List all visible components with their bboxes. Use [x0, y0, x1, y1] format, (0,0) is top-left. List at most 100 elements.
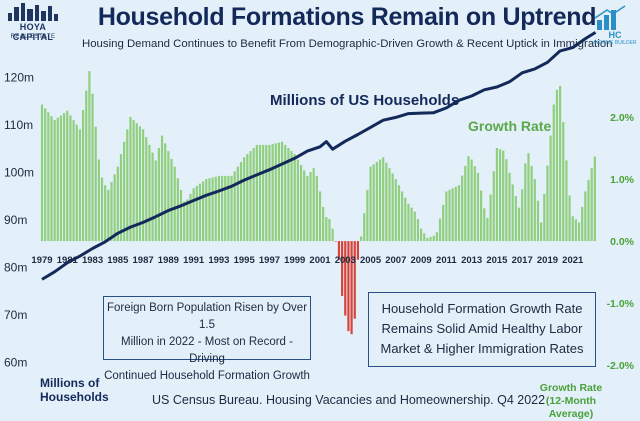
growth-bar — [445, 191, 448, 242]
growth-bar — [299, 165, 303, 242]
growth-bar — [568, 195, 571, 242]
growth-bar-negative — [341, 241, 344, 296]
growth-bar-negative — [356, 241, 360, 260]
growth-bar — [369, 166, 372, 242]
growth-bar — [303, 170, 306, 242]
growth-bar — [363, 213, 366, 242]
growth-bar — [517, 207, 521, 242]
growth-bar — [123, 141, 126, 242]
growth-bar — [404, 197, 407, 242]
growth-bar — [151, 152, 154, 242]
growth-bar — [170, 158, 173, 242]
callout-line: Market & Higher Immigration Rates — [380, 341, 584, 356]
households-series-label: Millions of US Households — [270, 92, 460, 109]
growth-bar — [280, 141, 284, 242]
growth-bar — [277, 142, 281, 242]
growth-bar — [271, 144, 274, 242]
growth-bar — [476, 172, 480, 242]
source-note: US Census Bureau. Housing Vacancies and … — [152, 393, 546, 407]
growth-bar — [100, 177, 104, 242]
households-line-path — [41, 31, 597, 281]
growth-bar — [154, 160, 157, 242]
immigration-callout: Foreign Born Population Risen by Over 1.… — [103, 296, 311, 382]
growth-bar-negative — [347, 241, 350, 332]
growth-bar — [584, 191, 587, 242]
growth-bar — [239, 161, 243, 242]
growth-bar — [268, 144, 271, 242]
growth-bar — [236, 166, 239, 242]
x-tick-label: 2019 — [537, 255, 558, 266]
y-left-tick-label: 70m — [4, 308, 27, 322]
growth-bar — [110, 182, 113, 242]
growth-bar — [59, 115, 63, 242]
growth-bar — [296, 159, 299, 242]
growth-bar — [426, 237, 429, 242]
x-tick-label: 1983 — [82, 255, 103, 266]
growth-bar — [160, 135, 164, 242]
growth-bar — [246, 154, 249, 242]
growth-bar — [198, 183, 202, 242]
x-tick-label: 1985 — [107, 255, 129, 266]
growth-bar — [511, 184, 514, 242]
growth-rate-bars — [40, 71, 596, 335]
growth-bar — [192, 188, 195, 242]
x-tick-label: 2001 — [309, 255, 331, 266]
growth-bar — [457, 185, 461, 242]
growth-bar — [116, 166, 119, 242]
growth-bar — [97, 159, 100, 242]
growth-bar — [385, 162, 388, 242]
x-tick-label: 2007 — [385, 255, 406, 266]
x-tick-label: 1989 — [158, 255, 179, 266]
logo-right-sub: INCOME BUILDER — [593, 40, 637, 46]
growth-bar — [473, 166, 476, 242]
income-builder-logo: HC INCOME BUILDER — [593, 4, 637, 48]
x-tick-label: 2013 — [461, 255, 482, 266]
growth-bar — [372, 164, 375, 242]
x-tick-label: 2015 — [486, 255, 508, 266]
growth-bar — [533, 179, 536, 242]
growth-bar — [287, 147, 290, 242]
growth-bar — [540, 222, 543, 242]
y-right-tick-label: -1.0% — [607, 298, 635, 310]
households-line — [41, 31, 597, 281]
growth-bar — [359, 236, 363, 242]
growth-bar — [47, 112, 50, 242]
growth-bar — [574, 219, 577, 242]
growth-bar — [461, 175, 464, 242]
growth-bar — [467, 156, 470, 242]
growth-bar — [388, 168, 391, 242]
y-axis-left-ticks: 60m 70m 80m 90m 100m 110m 120m — [4, 71, 34, 370]
growth-bar — [157, 147, 160, 242]
growth-bar — [413, 211, 416, 242]
growth-bar — [546, 165, 549, 242]
growth-bar — [44, 108, 47, 242]
x-tick-label: 2009 — [411, 255, 432, 266]
growth-bar — [265, 144, 268, 242]
chart-title: Household Formations Remain on Uptrend — [97, 3, 597, 31]
growth-bar — [451, 188, 454, 242]
growth-bar — [571, 216, 574, 242]
y-axis-left-label: Millions of Households — [40, 376, 109, 404]
growth-bar-negative — [337, 241, 341, 260]
growth-bar — [549, 135, 552, 242]
y-right-tick-label: 1.0% — [610, 174, 635, 186]
chart-subtitle: Housing Demand Continues to Benefit From… — [82, 38, 613, 50]
growth-bar-negative — [344, 241, 347, 316]
y-right-tick-label: 0.0% — [610, 236, 635, 248]
x-tick-label: 2017 — [512, 255, 533, 266]
growth-bar — [587, 179, 590, 242]
growth-bar — [315, 175, 318, 242]
growth-bar — [211, 177, 214, 242]
growth-bar — [536, 200, 540, 242]
growth-bar-negative — [334, 241, 337, 242]
growth-bar — [138, 126, 142, 242]
growth-bar — [486, 217, 489, 242]
x-tick-label: 2011 — [436, 255, 457, 266]
growth-bar — [40, 104, 44, 242]
growth-bar — [107, 189, 110, 242]
growth-bar — [129, 116, 132, 242]
y-left-tick-label: 120m — [4, 71, 34, 85]
x-tick-label: 1979 — [31, 255, 52, 266]
growth-bar — [224, 175, 227, 242]
growth-bar — [186, 199, 189, 242]
